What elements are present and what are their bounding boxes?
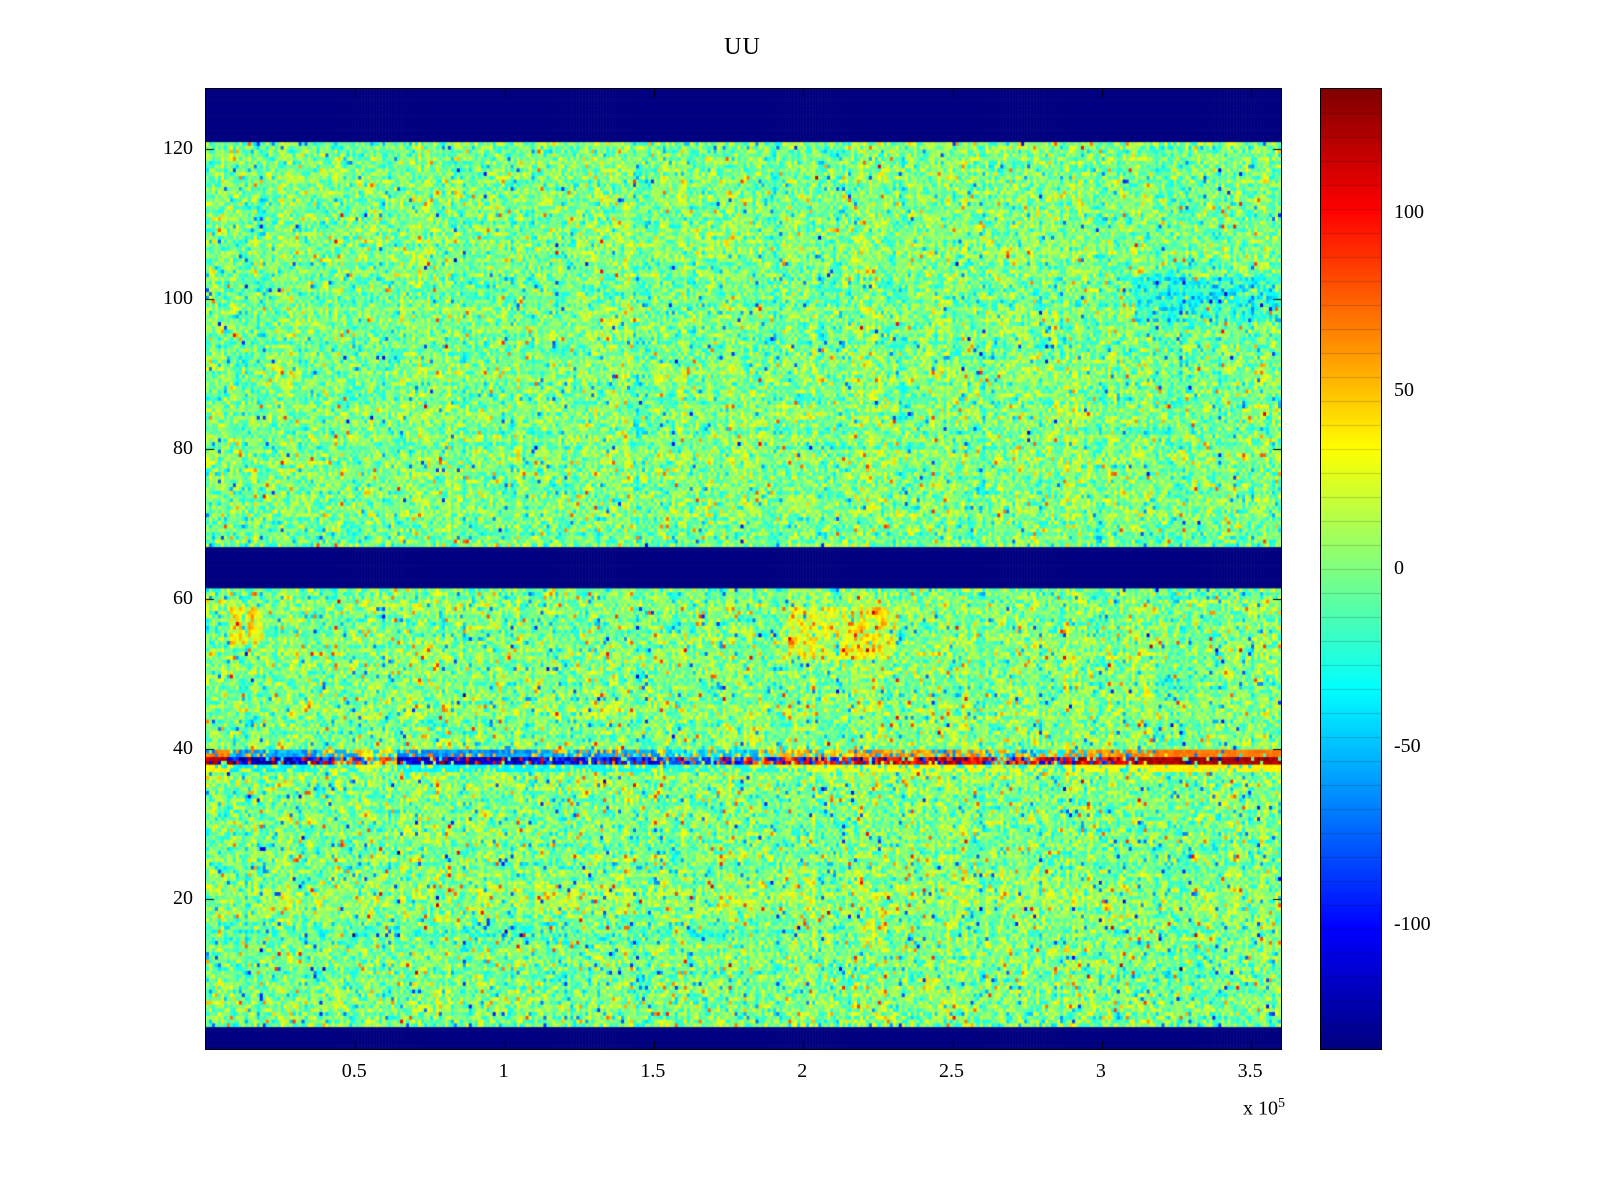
x-tick-label: 0.5: [341, 1060, 367, 1082]
colorbar-tick-label: -50: [1394, 734, 1421, 757]
colorbar: [1320, 88, 1382, 1050]
y-tick-label: 120: [163, 137, 193, 159]
y-tick-label: 100: [163, 287, 193, 309]
offset-label-exponent: 5: [1278, 1096, 1285, 1111]
y-tick-label: 80: [173, 437, 193, 459]
y-tick-label: 60: [173, 587, 193, 609]
x-tick-label: 1: [498, 1060, 509, 1082]
x-axis-offset-label: x 105: [1185, 1096, 1285, 1121]
colorbar-tick-label: 0: [1394, 557, 1404, 579]
x-tick-label: 3.5: [1237, 1060, 1263, 1082]
x-tick-label: 2: [797, 1060, 808, 1082]
x-tick-label: 2.5: [939, 1060, 965, 1082]
x-tick-label: 3: [1095, 1060, 1106, 1082]
y-tick-label: 40: [173, 737, 193, 759]
colorbar-gradient: [1321, 89, 1381, 1049]
colorbar-tick-label: -100: [1394, 912, 1431, 935]
heatmap-image: [206, 89, 1281, 1049]
x-tick-label: 1.5: [640, 1060, 666, 1082]
colorbar-tick-label: 50: [1394, 379, 1414, 402]
offset-label-base: x 10: [1243, 1097, 1278, 1120]
chart-title: UU: [724, 34, 761, 60]
y-tick-label: 20: [173, 887, 193, 909]
colorbar-tick-label: 100: [1394, 201, 1424, 224]
heatmap-plot-area: [205, 88, 1282, 1050]
